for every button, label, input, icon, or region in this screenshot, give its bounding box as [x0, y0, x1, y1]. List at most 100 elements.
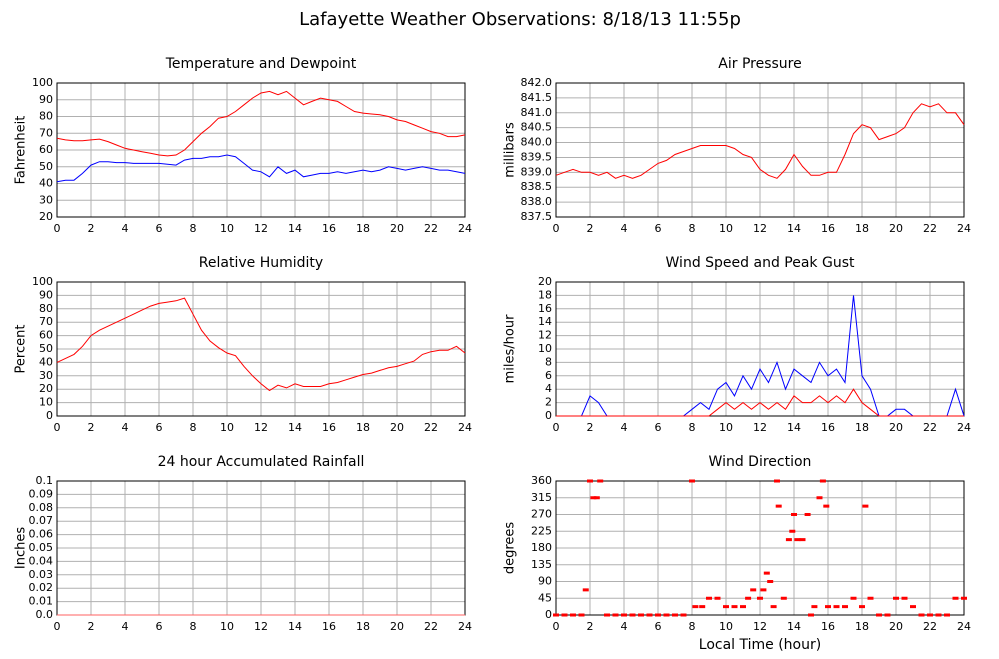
- panel-title: Wind Direction: [709, 454, 812, 470]
- scatter-point: [901, 596, 908, 600]
- x-tick-label: 24: [957, 421, 971, 434]
- scatter-point: [706, 596, 712, 600]
- x-tick-label: 22: [424, 222, 438, 235]
- scatter-point: [816, 496, 823, 500]
- y-tick-label: 0: [545, 608, 552, 621]
- y-tick-label: 837.5: [521, 210, 553, 223]
- scatter-point: [952, 596, 959, 600]
- x-tick-label: 10: [220, 421, 234, 434]
- scatter-point: [819, 479, 826, 483]
- scatter-point: [638, 613, 644, 617]
- x-tick-label: 10: [719, 620, 733, 633]
- scatter-point: [808, 613, 814, 617]
- y-axis-label: miles/hour: [503, 314, 518, 383]
- scatter-point: [621, 613, 627, 617]
- y-tick-label: 270: [531, 508, 552, 521]
- x-tick-label: 2: [88, 222, 95, 235]
- x-tick-label: 2: [587, 421, 594, 434]
- scatter-point: [714, 596, 721, 600]
- y-tick-label: 0.0: [36, 608, 54, 621]
- x-tick-label: 16: [322, 222, 336, 235]
- scatter-point: [825, 605, 831, 609]
- scatter-point: [775, 504, 782, 508]
- x-tick-label: 14: [787, 421, 801, 434]
- scatter-point: [745, 596, 752, 600]
- scatter-point: [867, 596, 874, 600]
- series-line: [56, 297, 466, 392]
- x-tick-label: 22: [923, 620, 937, 633]
- y-tick-label: 838.0: [521, 195, 553, 208]
- y-tick-label: 0.07: [29, 514, 54, 527]
- y-tick-label: 2: [545, 396, 552, 409]
- x-tick-label: 2: [88, 421, 95, 434]
- x-tick-label: 4: [122, 421, 129, 434]
- y-tick-label: 80: [39, 302, 53, 315]
- y-tick-label: 100: [32, 76, 53, 89]
- x-tick-label: 24: [957, 620, 971, 633]
- x-tick-label: 24: [458, 222, 472, 235]
- y-tick-label: 20: [39, 210, 53, 223]
- scatter-point: [767, 580, 774, 583]
- y-tick-label: 40: [39, 177, 53, 190]
- scatter-point: [850, 596, 857, 600]
- x-tick-label: 18: [356, 222, 370, 235]
- scatter-point: [723, 605, 729, 609]
- y-axis-label: Percent: [14, 325, 29, 374]
- x-tick-label: 8: [190, 222, 197, 235]
- x-tick-label: 0: [54, 222, 61, 235]
- scatter-point: [927, 613, 933, 617]
- y-axis-label: Inches: [14, 527, 29, 569]
- scatter-point: [799, 538, 806, 542]
- y-tick-label: 18: [538, 288, 552, 301]
- y-tick-label: 0.04: [29, 554, 54, 567]
- y-tick-label: 90: [538, 575, 552, 588]
- y-tick-label: 0.06: [29, 528, 54, 541]
- y-tick-label: 90: [39, 93, 53, 106]
- y-tick-label: 14: [538, 315, 552, 328]
- y-tick-label: 842.0: [521, 76, 553, 89]
- scatter-point: [663, 613, 670, 617]
- y-tick-label: 50: [39, 342, 53, 355]
- y-tick-label: 225: [531, 524, 552, 537]
- y-tick-label: 90: [39, 288, 53, 301]
- scatter-point: [604, 613, 610, 617]
- x-tick-label: 18: [855, 620, 869, 633]
- y-tick-label: 0.09: [29, 487, 54, 500]
- y-tick-label: 840.5: [521, 121, 553, 134]
- y-tick-label: 0.05: [29, 541, 54, 554]
- x-tick-label: 8: [689, 620, 696, 633]
- plot-frame: [56, 82, 466, 218]
- x-tick-label: 16: [821, 222, 835, 235]
- y-tick-label: 45: [538, 591, 552, 604]
- scatter-point: [760, 588, 767, 592]
- x-tick-label: 14: [288, 222, 302, 235]
- scatter-point: [823, 504, 830, 508]
- y-tick-label: 0: [46, 409, 53, 422]
- scatter-point: [680, 613, 687, 617]
- x-tick-label: 2: [587, 222, 594, 235]
- y-tick-label: 20: [538, 275, 552, 288]
- y-tick-label: 0.01: [29, 595, 54, 608]
- x-tick-label: 6: [156, 421, 163, 434]
- x-tick-label: 22: [424, 620, 438, 633]
- y-tick-label: 0.02: [29, 581, 54, 594]
- x-tick-label: 6: [156, 222, 163, 235]
- x-tick-label: 4: [621, 620, 628, 633]
- y-tick-label: 4: [545, 382, 552, 395]
- scatter-point: [593, 496, 600, 500]
- panel-title: Wind Speed and Peak Gust: [666, 255, 855, 271]
- scatter-point: [884, 613, 891, 617]
- scatter-point: [750, 588, 757, 592]
- x-tick-label: 10: [220, 620, 234, 633]
- x-tick-label: 6: [655, 222, 662, 235]
- scatter-point: [689, 479, 695, 483]
- series-line: [56, 154, 466, 183]
- x-tick-label: 0: [553, 421, 560, 434]
- y-tick-label: 10: [39, 396, 53, 409]
- scatter-point: [763, 571, 770, 575]
- x-tick-label: 16: [821, 421, 835, 434]
- scatter-point: [757, 596, 763, 600]
- y-tick-label: 0.1: [36, 474, 54, 487]
- x-tick-label: 24: [957, 222, 971, 235]
- y-tick-label: 315: [531, 491, 552, 504]
